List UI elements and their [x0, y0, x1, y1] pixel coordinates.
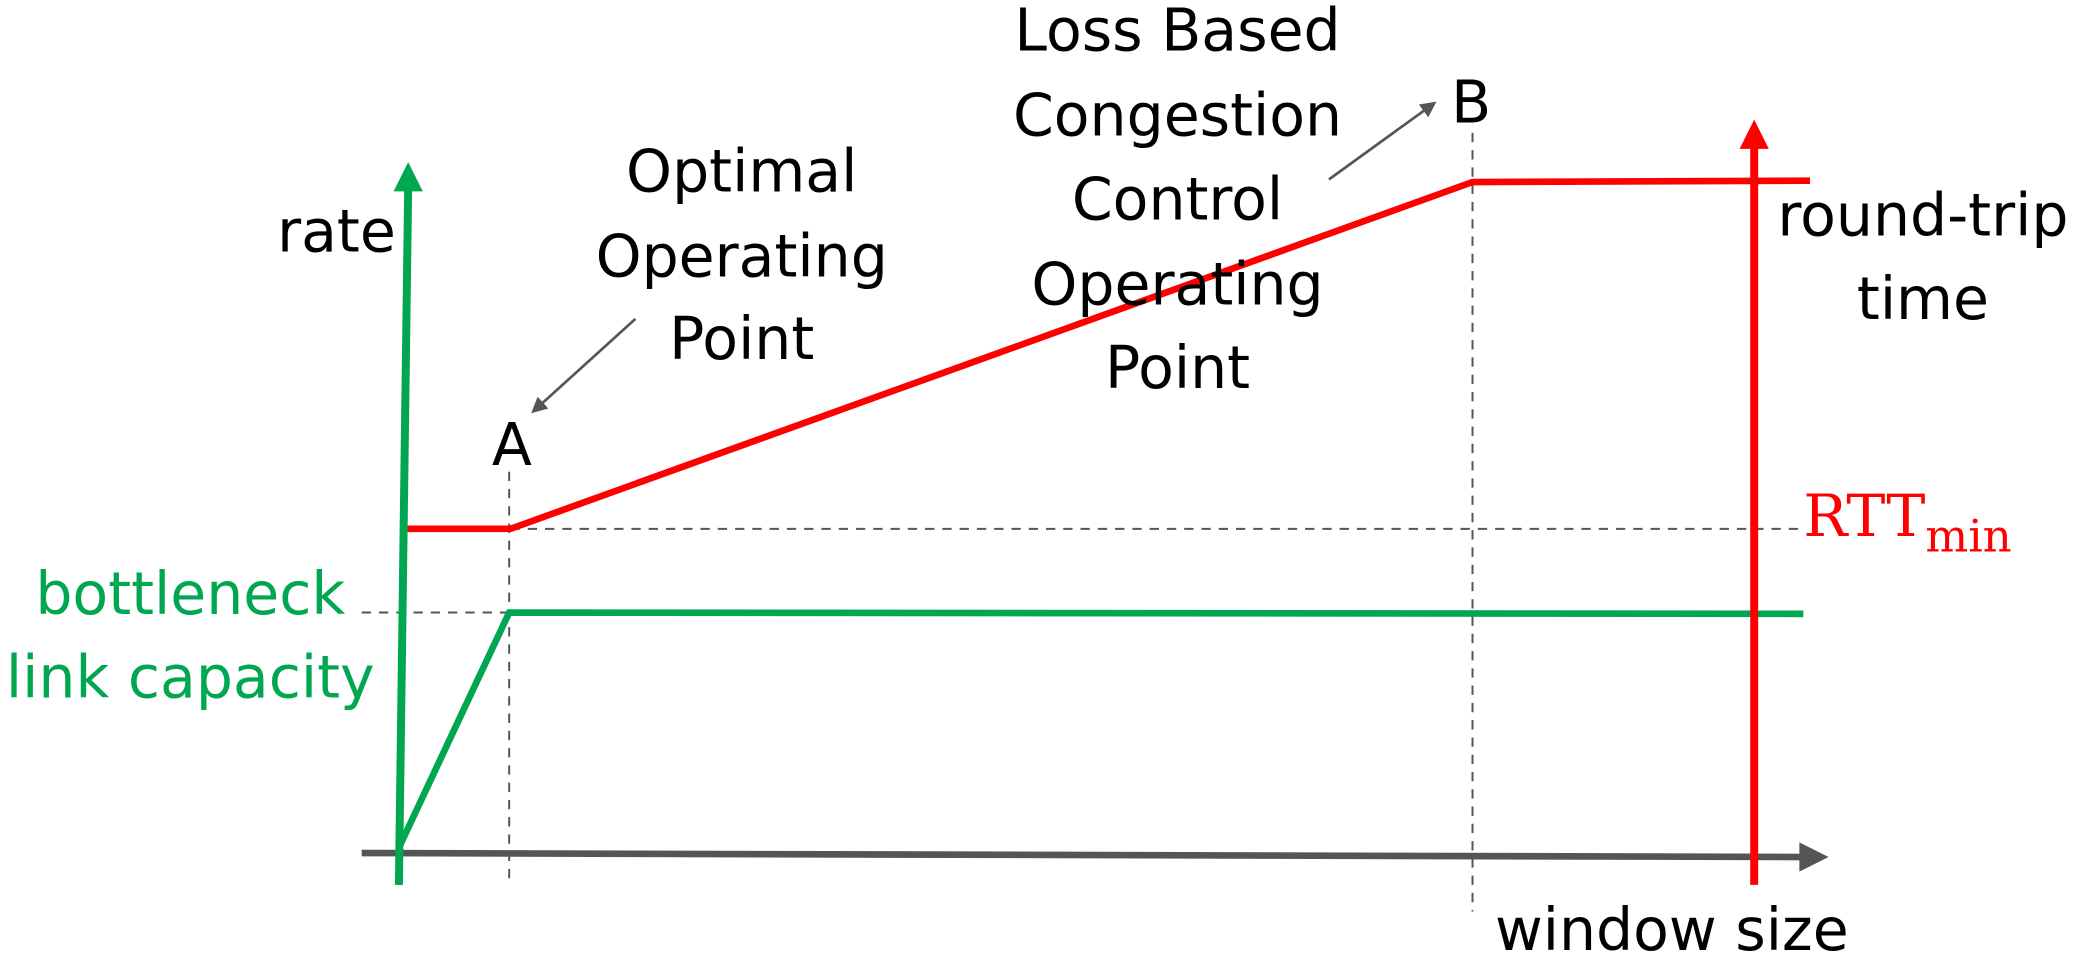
x-axis [361, 849, 1808, 861]
rate-curve [395, 609, 1804, 850]
capacity-label: link capacity [6, 644, 375, 712]
loss-label: Control [1072, 165, 1283, 233]
rate-label: rate [277, 197, 396, 265]
loss-label: Loss Based [1014, 0, 1340, 65]
rtt-axis-label: time [1857, 265, 1989, 333]
rtt-subscript: min [1925, 509, 2011, 562]
rtt-curve [401, 177, 1811, 533]
rate-axis [394, 185, 413, 885]
loss-label: Congestion [1013, 82, 1342, 150]
rtt-axis-label: round-trip [1777, 181, 2068, 249]
rtt-text: RTT [1803, 482, 1925, 550]
rate-axis-arrow [393, 162, 423, 192]
rtt-min-label: RTTmin [1803, 482, 2011, 562]
pointer-b [1328, 101, 1437, 181]
point-label: B [1451, 68, 1491, 136]
x-axis-arrow [1799, 842, 1829, 872]
loss-label: Point [1105, 334, 1250, 402]
pointer-a [531, 317, 637, 414]
x-axis-label: window size [1495, 896, 1849, 962]
loss-label: Operating [1031, 250, 1323, 318]
optimal-label: Point [669, 305, 814, 373]
rtt-axis-arrow [1739, 119, 1769, 149]
point-label: A [492, 411, 532, 479]
optimal-label: Optimal [626, 138, 857, 206]
optimal-label: Operating [596, 223, 888, 291]
capacity-label: bottleneck [35, 560, 345, 628]
